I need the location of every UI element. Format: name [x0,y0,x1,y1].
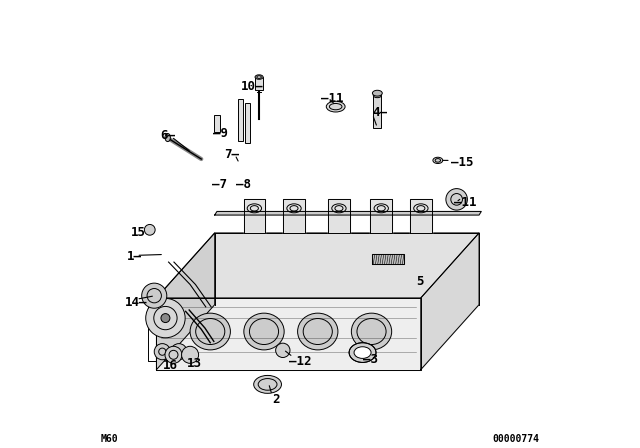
Text: 4–: 4– [372,106,387,120]
Circle shape [161,314,170,323]
Text: 2: 2 [272,393,280,406]
Circle shape [146,298,185,338]
Bar [255,77,263,90]
Polygon shape [371,199,392,233]
Bar [214,115,220,132]
Polygon shape [215,211,481,215]
Text: 7–: 7– [225,148,239,161]
Bar [244,103,250,143]
Ellipse shape [326,101,345,112]
Text: 13: 13 [187,357,202,370]
Text: 1–: 1– [127,250,141,263]
Text: 15: 15 [131,226,146,240]
Polygon shape [410,199,431,233]
Text: –11: –11 [454,196,476,209]
Polygon shape [328,199,349,233]
Ellipse shape [244,313,284,350]
Polygon shape [421,233,479,370]
Polygon shape [157,233,215,370]
Text: 00000774: 00000774 [493,434,540,444]
Polygon shape [371,254,404,264]
Text: M60: M60 [100,434,118,444]
Text: 16: 16 [163,358,178,372]
Ellipse shape [372,90,382,96]
Ellipse shape [298,313,338,350]
Text: –7: –7 [212,178,227,191]
Ellipse shape [433,157,443,164]
Polygon shape [244,199,265,233]
Text: 14–: 14– [125,296,148,309]
Polygon shape [284,199,305,233]
Text: 6–: 6– [160,129,175,142]
Circle shape [145,224,155,235]
Polygon shape [157,233,479,298]
Ellipse shape [253,375,282,393]
Ellipse shape [190,313,230,350]
Text: –11: –11 [321,92,344,105]
Bar [237,99,243,141]
Circle shape [165,346,182,363]
Circle shape [446,189,467,210]
Text: –15: –15 [451,155,474,169]
Bar [373,95,381,128]
Ellipse shape [351,313,392,350]
Text: –8: –8 [236,178,251,191]
Text: 10–: 10– [241,79,263,93]
Ellipse shape [354,347,371,358]
Ellipse shape [373,93,381,98]
Ellipse shape [349,343,376,362]
Text: –12: –12 [289,355,311,368]
Text: –3: –3 [362,353,378,366]
Circle shape [182,346,198,363]
Circle shape [276,343,290,358]
Polygon shape [157,298,421,370]
Text: 5: 5 [417,275,424,288]
Ellipse shape [165,134,170,142]
Ellipse shape [255,75,263,79]
Circle shape [154,344,170,360]
Text: –9: –9 [213,126,228,140]
Circle shape [171,344,187,360]
Circle shape [141,283,167,308]
